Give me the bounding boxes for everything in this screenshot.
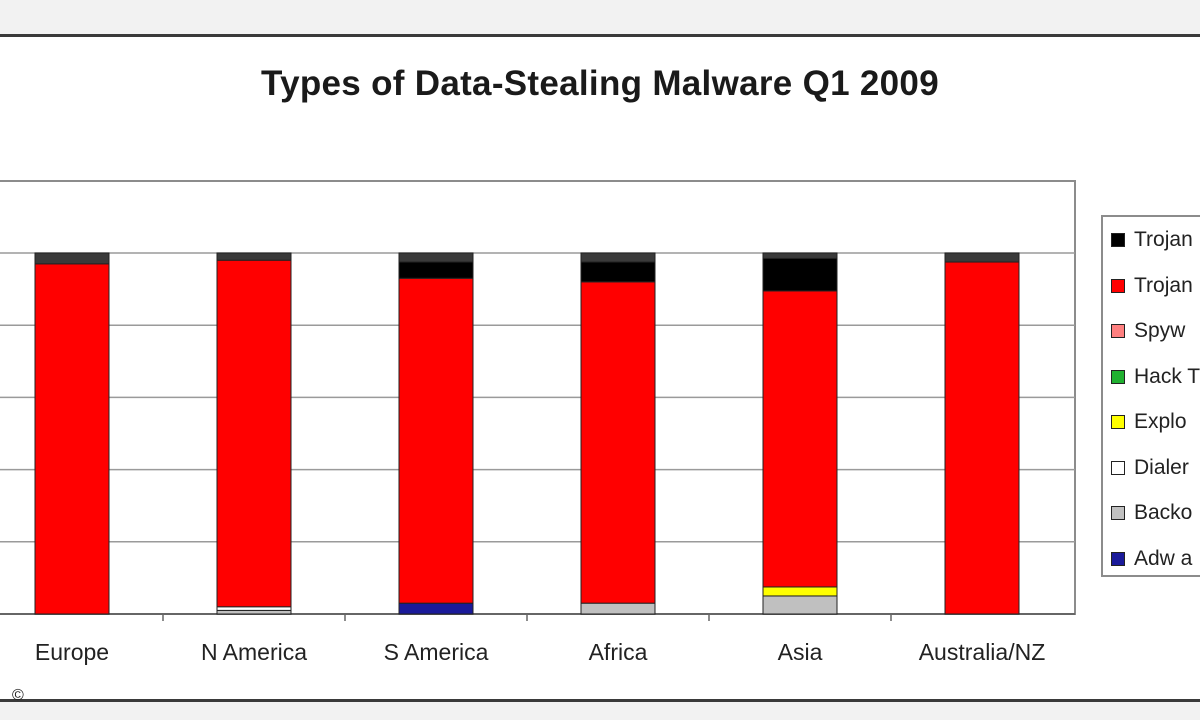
bar-segment bbox=[762, 290, 838, 588]
bar-segment bbox=[580, 281, 656, 604]
bar-segment bbox=[580, 261, 656, 283]
bar-segment bbox=[34, 252, 110, 265]
legend-label: Trojan bbox=[1134, 228, 1193, 251]
bar-segment bbox=[580, 602, 656, 615]
legend-label: Hack T bbox=[1134, 364, 1200, 388]
legend-item: Hack T bbox=[1111, 364, 1200, 390]
legend-label: Backo bbox=[1134, 501, 1193, 524]
legend-item: Dialer bbox=[1111, 455, 1189, 481]
legend-swatch bbox=[1111, 278, 1125, 293]
x-tick-label: Africa bbox=[589, 639, 648, 665]
chart-title: Types of Data-Stealing Malware Q1 2009 bbox=[261, 64, 939, 103]
legend-label: Adw a bbox=[1134, 546, 1193, 570]
bar-segment bbox=[216, 609, 292, 615]
legend-label: Dialer bbox=[1134, 455, 1189, 479]
legend-label: Trojan bbox=[1134, 273, 1193, 297]
bar-segment bbox=[398, 261, 474, 279]
legend-label: Explo bbox=[1134, 410, 1187, 433]
x-tick-label: S America bbox=[384, 639, 489, 665]
copyright-symbol: © bbox=[12, 687, 24, 704]
bar-segment bbox=[944, 252, 1020, 263]
legend-swatch bbox=[1111, 551, 1125, 566]
legend-item: Backo bbox=[1111, 500, 1192, 526]
x-tick-label: Europe bbox=[35, 639, 109, 665]
legend-swatch bbox=[1111, 415, 1125, 429]
legend-swatch bbox=[1111, 233, 1125, 247]
x-tick-label: Asia bbox=[778, 639, 823, 665]
legend-item: Spyw bbox=[1111, 318, 1185, 344]
legend-item: Adw a bbox=[1111, 546, 1192, 572]
chart-legend: Trojan Trojan Spyw Hack T Explo Dialer Backo Ad… bbox=[1101, 215, 1200, 577]
bar-segment bbox=[216, 259, 292, 608]
bar-segment bbox=[762, 252, 838, 259]
x-tick-label: Australia/NZ bbox=[919, 639, 1046, 665]
legend-swatch bbox=[1111, 460, 1125, 475]
bar-segment bbox=[216, 606, 292, 611]
legend-item: Explo bbox=[1111, 409, 1187, 435]
legend-swatch bbox=[1111, 506, 1125, 520]
bar-segment bbox=[762, 257, 838, 292]
bar-segment bbox=[398, 277, 474, 604]
bar-segment bbox=[762, 586, 838, 597]
bar-segment bbox=[762, 595, 838, 615]
legend-item: Trojan bbox=[1111, 273, 1193, 299]
bar-segment bbox=[398, 602, 474, 615]
bar-segment bbox=[944, 261, 1020, 615]
legend-swatch bbox=[1111, 369, 1125, 384]
legend-item: Trojan bbox=[1111, 227, 1193, 253]
x-tick-label: N America bbox=[201, 639, 307, 665]
legend-label: Spyw bbox=[1134, 319, 1186, 342]
bar-segment bbox=[398, 252, 474, 263]
legend-swatch bbox=[1111, 324, 1125, 338]
bar-segment bbox=[216, 252, 292, 261]
bar-segment bbox=[34, 263, 110, 615]
bar-segment bbox=[580, 252, 656, 263]
